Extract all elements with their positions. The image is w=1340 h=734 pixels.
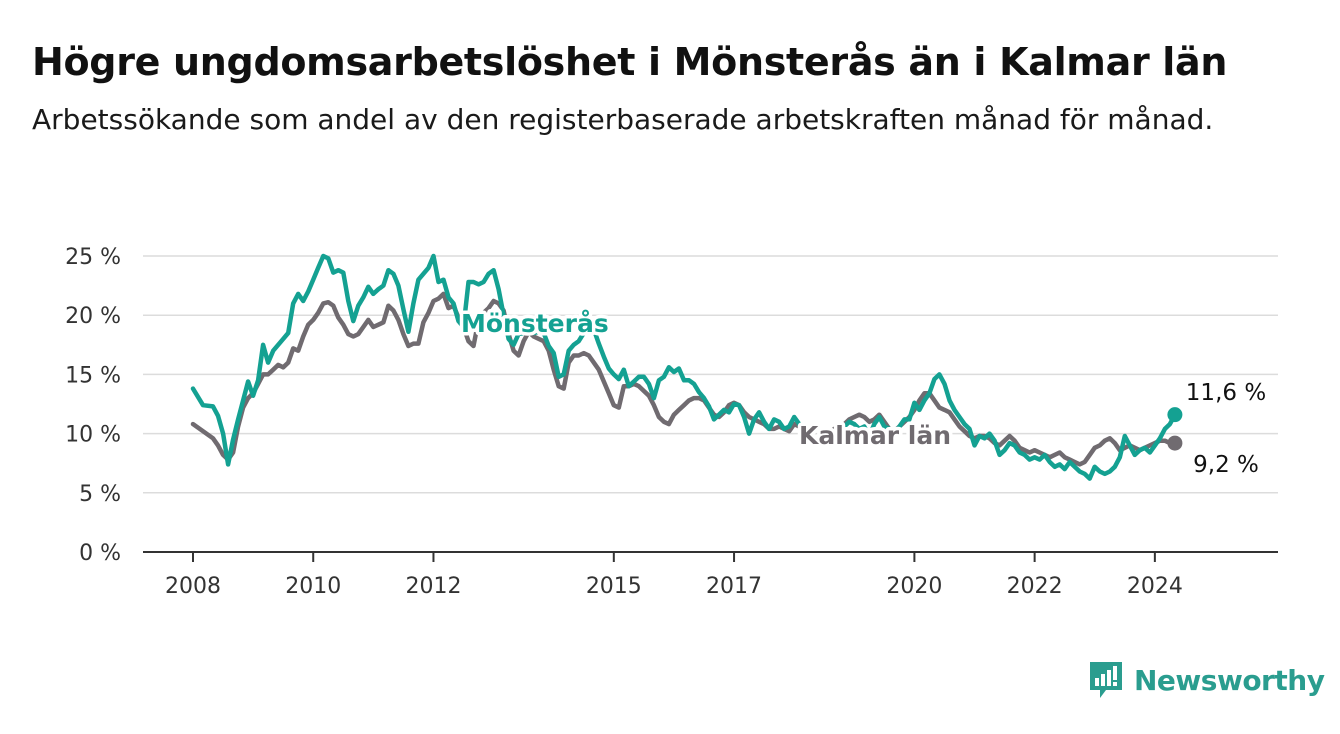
newsworthy-logo-icon xyxy=(1090,662,1122,698)
x-tick-label: 2020 xyxy=(886,574,942,599)
brand-name: Newsworthy xyxy=(1134,663,1325,697)
y-tick-label: 5 % xyxy=(79,482,121,507)
series-end-point-monsteras xyxy=(1167,407,1183,423)
y-tick-label: 0 % xyxy=(79,541,121,566)
brand-logo: Newsworthy xyxy=(1088,660,1325,700)
series-label-kalmar-lan: Kalmar län xyxy=(799,421,951,450)
y-tick-label: 20 % xyxy=(65,304,121,329)
end-value-label-kalmar-lan: 9,2 % xyxy=(1193,452,1259,478)
chart-subtitle: Arbetssökande som andel av den registerb… xyxy=(32,103,1214,136)
x-tick-label: 2010 xyxy=(285,574,341,599)
x-tick-label: 2015 xyxy=(586,574,642,599)
x-tick-label: 2012 xyxy=(405,574,461,599)
series-label-monsteras: Mönsterås xyxy=(461,309,609,338)
y-tick-label: 15 % xyxy=(65,363,121,388)
x-tick-label: 2022 xyxy=(1007,574,1063,599)
end-value-label-monsteras: 11,6 % xyxy=(1186,380,1266,406)
x-tick-label: 2008 xyxy=(165,574,221,599)
y-tick-label: 10 % xyxy=(65,423,121,448)
series-line-monsteras xyxy=(190,253,1178,481)
series-end-point-kalmar-lan xyxy=(1167,435,1183,451)
y-tick-label: 25 % xyxy=(65,245,121,270)
series-line-kalmar-lan xyxy=(190,291,1178,467)
x-tick-label: 2017 xyxy=(706,574,762,599)
x-tick-label: 2024 xyxy=(1127,574,1183,599)
chart-title: Högre ungdomsarbetslöshet i Mönsterås än… xyxy=(32,40,1228,84)
line-chart: 0 % 5 % 10 % 15 % 20 % 25 % 2008 2010 2012 2015 20… xyxy=(65,245,1278,599)
